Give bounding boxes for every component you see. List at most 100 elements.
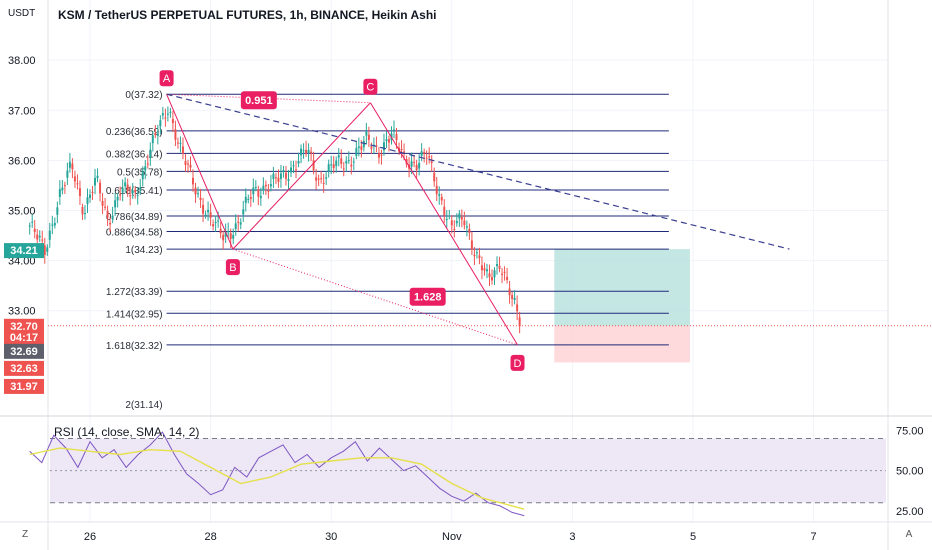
candle-body: [48, 230, 51, 240]
candle-body: [393, 129, 396, 131]
fib-label: 2(31.14): [125, 400, 162, 411]
candle-body: [217, 220, 220, 222]
candle-body: [121, 188, 124, 193]
candle-body: [307, 149, 310, 154]
rsi-tick-label: 25.00: [896, 506, 924, 518]
candle-body: [498, 265, 501, 269]
timezone-button[interactable]: Z: [21, 529, 29, 540]
time-tick-label: 30: [325, 531, 337, 543]
candle-body: [375, 145, 378, 147]
candle-body: [465, 226, 468, 228]
candle-body: [63, 184, 66, 186]
candle-body: [202, 204, 205, 214]
candle-body: [503, 271, 506, 273]
candle-body: [365, 131, 368, 136]
candle-body: [340, 158, 343, 164]
pattern-ratio-line: [232, 248, 518, 346]
candle-body: [418, 162, 421, 169]
candle-body: [31, 221, 34, 223]
candle-body: [443, 206, 446, 216]
candle-body: [425, 157, 428, 159]
time-axis: 26 28 30 Nov 3 5 7: [84, 531, 817, 543]
candle-body: [325, 177, 328, 179]
candle-body: [259, 196, 262, 199]
candle-body: [83, 212, 86, 214]
candle-body: [332, 164, 335, 169]
candle-body: [360, 146, 363, 150]
candle-body: [224, 231, 227, 237]
target-zone: [554, 249, 690, 326]
candle-body: [300, 148, 303, 156]
price-tick-label: 37.00: [8, 105, 36, 117]
candle-body: [239, 222, 242, 225]
candle-body: [186, 163, 189, 165]
candle-body: [480, 265, 483, 271]
candle-body: [513, 297, 516, 300]
candle-body: [428, 156, 431, 158]
rsi-tick-label: 50.00: [896, 466, 924, 478]
auto-scale-button[interactable]: A: [905, 529, 913, 540]
candle-body: [222, 234, 225, 241]
fibonacci-levels: 0(37.32) 0.236(36.59) 0.382(36.14) 0.5(35.7…: [106, 90, 669, 411]
rsi-panel: 75.00 50.00 25.00: [29, 425, 924, 518]
candle-body: [257, 189, 260, 197]
candle-body: [194, 187, 197, 195]
candle-body: [496, 263, 499, 267]
abcd-pattern: A B C D 0.951 1.628: [159, 70, 790, 371]
candle-body: [207, 209, 210, 213]
candle-body: [445, 218, 448, 220]
price-tick-label: 33.00: [8, 306, 36, 318]
price-tag-label: 32.63: [10, 363, 38, 375]
candle-body: [232, 235, 235, 239]
pattern-leg: [369, 102, 518, 346]
fib-label: 0.886(34.58): [106, 228, 163, 239]
currency-label: USDT: [8, 8, 36, 19]
candle-body: [96, 175, 99, 179]
candle-body: [214, 221, 217, 224]
pattern-point-label: B: [229, 262, 236, 274]
pattern-point-marker: [363, 78, 378, 95]
candle-body: [43, 245, 46, 255]
candle-body: [295, 169, 298, 171]
candle-body: [312, 160, 315, 171]
candle-body: [179, 142, 182, 144]
candle-body: [433, 172, 436, 182]
candle-body: [146, 163, 149, 165]
ratio-label: 1.628: [414, 292, 442, 304]
candle-body: [345, 161, 348, 164]
candle-body: [176, 142, 179, 144]
candle-body: [387, 139, 390, 143]
candle-body: [249, 197, 252, 199]
candle-body: [227, 231, 230, 233]
rsi-tick-label: 75.00: [896, 425, 924, 437]
candle-body: [488, 273, 491, 278]
candle-body: [139, 187, 142, 191]
rsi-title: RSI (14, close, SMA, 14, 2): [54, 425, 200, 439]
price-tag-label: 32.69: [10, 346, 38, 358]
candle-body: [290, 167, 292, 173]
candle-body: [347, 159, 350, 161]
candle-body: [129, 195, 132, 197]
candle-body: [508, 288, 511, 296]
candle-body: [219, 228, 222, 234]
candle-body: [174, 129, 177, 140]
candle-body: [350, 164, 353, 167]
candle-body: [197, 193, 200, 195]
stop-zone: [554, 325, 690, 363]
candle-body: [415, 164, 418, 171]
candle-body: [61, 187, 64, 191]
rsi-ma-line: [29, 447, 525, 510]
candle-body: [247, 199, 250, 201]
candle-body: [380, 154, 383, 156]
candle-body: [463, 220, 466, 226]
candle-body: [352, 161, 355, 163]
candle-body: [460, 216, 463, 220]
candle-body: [81, 207, 84, 215]
ratio-badge: [409, 287, 446, 306]
candle-body: [470, 240, 473, 250]
candle-body: [94, 177, 97, 186]
price-tag: [4, 329, 44, 345]
candle-body: [518, 317, 521, 327]
fib-label: 1.272(33.39): [106, 287, 163, 298]
candle-body: [284, 172, 287, 179]
